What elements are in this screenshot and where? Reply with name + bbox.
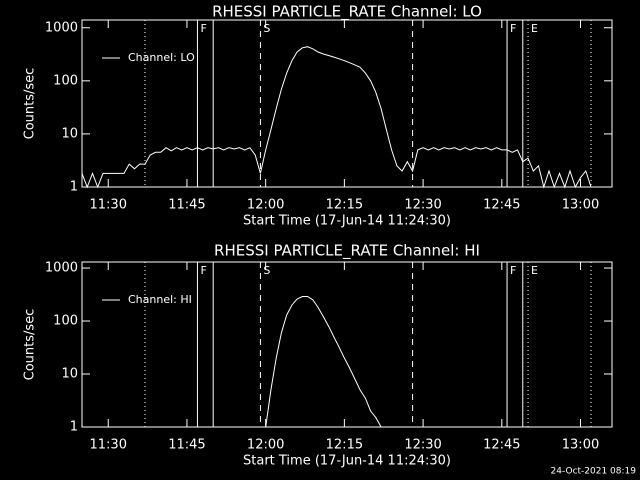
y-tick-label: 1000 (45, 20, 78, 35)
x-tick-label: 12:30 (404, 198, 441, 213)
x-tick-label: 12:15 (326, 198, 363, 213)
marker-label: F (510, 264, 516, 277)
x-tick-label: 11:45 (168, 198, 205, 213)
x-tick-label: 13:00 (562, 198, 599, 213)
y-tick-label: 1 (70, 420, 78, 435)
y-tick-label: 1 (70, 180, 78, 195)
plot-frame (81, 19, 613, 188)
marker-label: F (510, 22, 516, 35)
x-tick-label: 12:45 (483, 198, 520, 213)
y-tick-label: 10 (61, 367, 78, 382)
data-line (81, 46, 592, 189)
y-tick-label: 10 (61, 126, 78, 141)
y-tick-label: 100 (53, 73, 78, 88)
marker-label: S (263, 264, 270, 277)
x-tick-label: 11:30 (90, 438, 127, 453)
x-tick-label: 11:30 (90, 198, 127, 213)
legend-label: Channel: LO (128, 51, 195, 64)
y-tick-label: 1000 (45, 261, 78, 276)
y-tick-label: 100 (53, 314, 78, 329)
footer: 24-Oct-2021 08:19 (551, 467, 637, 477)
x-tick-label: 12:45 (483, 438, 520, 453)
marker-label: E (531, 22, 538, 35)
legend-label: Channel: HI (128, 293, 192, 306)
x-tick-label: 12:00 (247, 438, 284, 453)
x-tick-label: 11:45 (168, 438, 205, 453)
plot-frame (81, 261, 613, 428)
x-tick-label: 13:00 (562, 438, 599, 453)
x-axis-label: Start Time (17-Jun-14 11:24:30) (243, 214, 451, 229)
y-axis-label: Counts/sec (23, 68, 38, 140)
data-line (265, 296, 382, 428)
x-axis-label: Start Time (17-Jun-14 11:24:30) (243, 454, 451, 469)
y-axis-label: Counts/sec (23, 309, 38, 381)
marker-label: S (263, 22, 270, 35)
chart-title: RHESSI PARTICLE_RATE Channel: HI (214, 242, 480, 261)
x-tick-label: 12:30 (404, 438, 441, 453)
x-tick-label: 12:15 (326, 438, 363, 453)
marker-label: E (531, 264, 538, 277)
marker-label: F (200, 264, 206, 277)
marker-label: F (200, 22, 206, 35)
chart-title: RHESSI PARTICLE_RATE Channel: LO (212, 3, 482, 22)
x-tick-label: 12:00 (247, 198, 284, 213)
